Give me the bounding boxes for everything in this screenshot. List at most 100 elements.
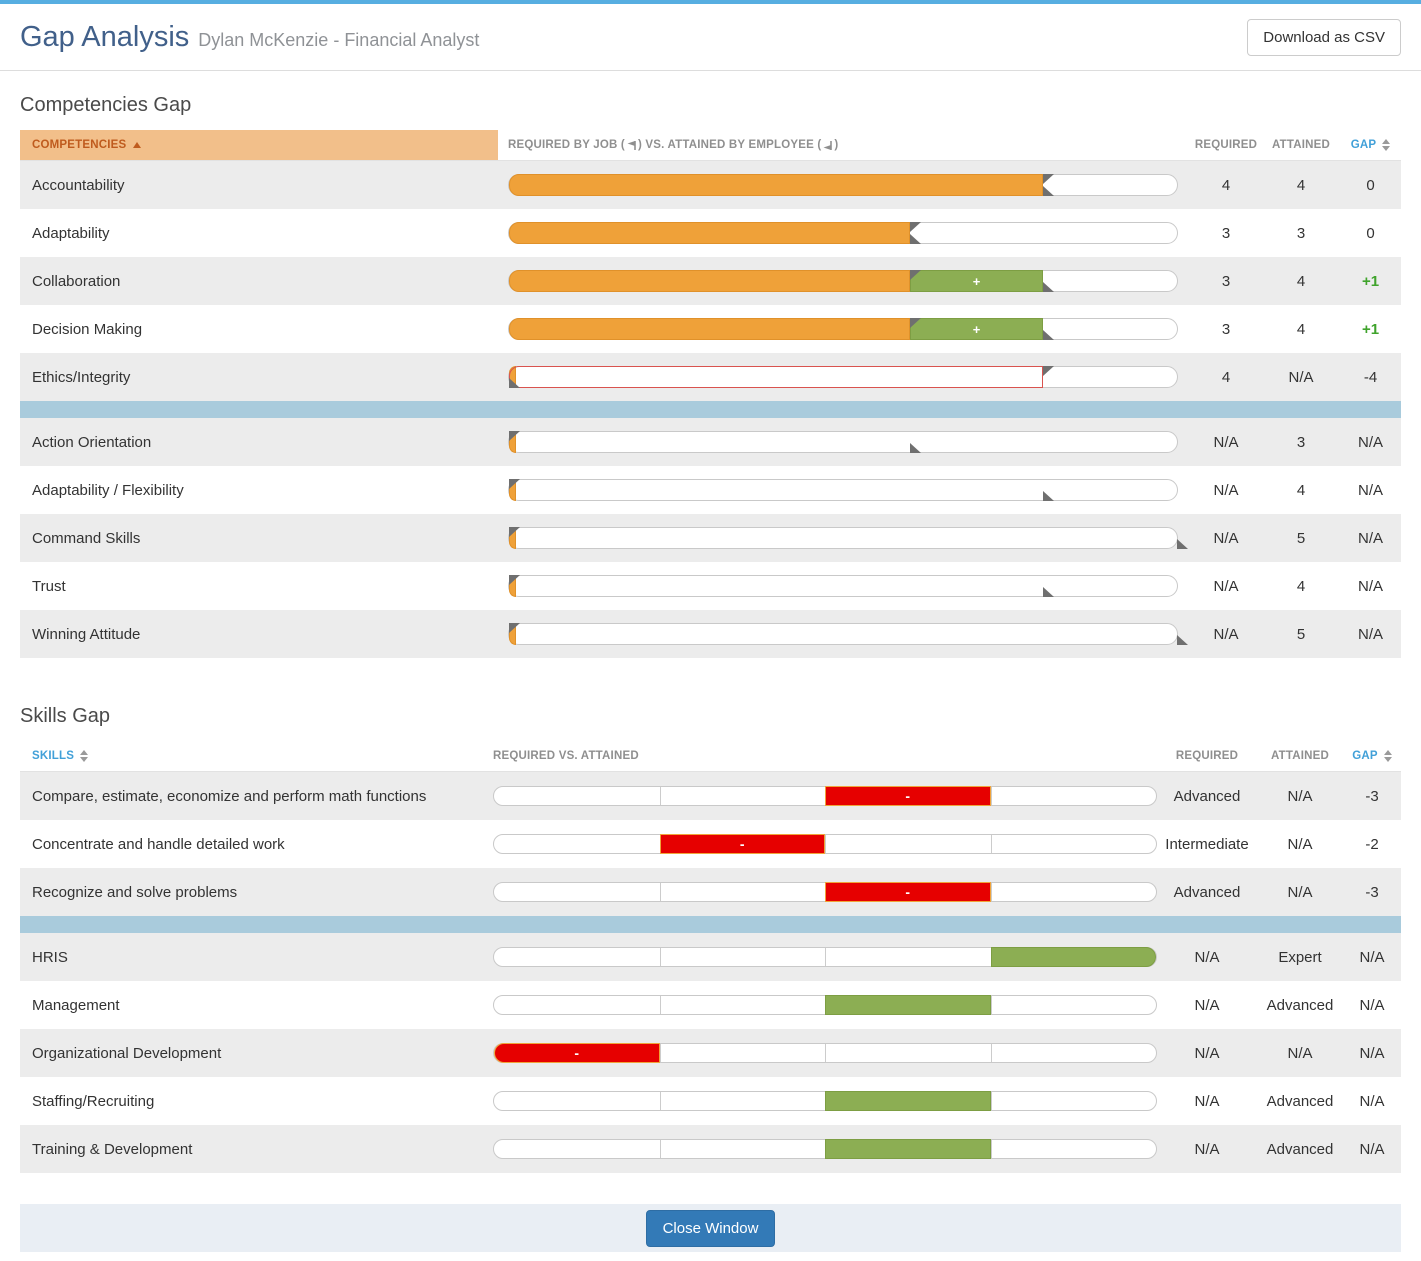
attained-marker-icon [909, 443, 921, 453]
attained-value: Advanced [1266, 996, 1334, 1014]
attained-value: Advanced [1266, 1140, 1334, 1158]
skill-row: Concentrate and handle detailed work - Int… [20, 820, 1401, 868]
skill-bar-cell: - [493, 882, 1157, 902]
required-fill [509, 318, 910, 340]
gap-value: N/A [1359, 948, 1385, 966]
attained-column-header: ATTAINED [1270, 750, 1330, 762]
required-value: Advanced [1173, 787, 1241, 805]
quarter-divider [825, 948, 826, 966]
skill-name: Compare, estimate, economize and perform… [32, 787, 427, 805]
competency-row: Collaboration +3 4 +1 [20, 257, 1401, 305]
attained-marker-icon [1177, 539, 1188, 549]
required-value: N/A [1213, 625, 1239, 643]
skill-row: Training & Development N/A Advanced N/A [20, 1125, 1401, 1173]
competency-bar [508, 222, 1178, 244]
required-value: N/A [1213, 529, 1239, 547]
required-value: N/A [1194, 948, 1220, 966]
gap-value: +1 [1361, 272, 1380, 290]
gap-value: N/A [1357, 481, 1383, 499]
attained-marker-icon [909, 234, 921, 244]
skill-bar-cell [493, 947, 1157, 967]
competency-name: Command Skills [32, 529, 141, 547]
competencies-section-title: Competencies Gap [20, 94, 192, 116]
deficit-block: - [659, 834, 825, 854]
skills-sort-header[interactable]: SKILLS [20, 741, 493, 771]
required-value: N/A [1194, 996, 1220, 1014]
competency-bar-cell [498, 527, 1190, 549]
competency-row: Trust N/A 4 N/A [20, 562, 1401, 610]
quarter-divider [659, 1044, 661, 1062]
skill-level-bar [493, 947, 1157, 967]
required-value: N/A [1213, 481, 1239, 499]
skill-bar-cell: - [493, 834, 1157, 854]
gap-value: +1 [1361, 320, 1380, 338]
gap-value: -2 [1365, 835, 1379, 853]
required-value: N/A [1213, 433, 1239, 451]
gap-value: N/A [1357, 529, 1383, 547]
required-column-header: REQUIRED [1194, 139, 1258, 151]
competency-name: Ethics/Integrity [32, 368, 131, 386]
skills-table-header: SKILLS REQUIRED VS. ATTAINED REQUIRED AT… [20, 741, 1401, 772]
skill-level-bar: - [493, 834, 1157, 854]
title-block: Gap Analysis Dylan McKenzie - Financial A… [20, 21, 479, 54]
attained-value: 4 [1296, 481, 1306, 499]
gap-sort-header[interactable]: GAP [1340, 130, 1401, 160]
skill-row: Organizational Development - N/A N/A N/A [20, 1029, 1401, 1077]
surplus-block [990, 947, 1156, 967]
skills-bars-header: REQUIRED VS. ATTAINED [493, 750, 639, 762]
competency-row: Ethics/Integrity 4 N/A -4 [20, 353, 1401, 401]
gap-value: N/A [1357, 625, 1383, 643]
required-value: N/A [1213, 577, 1239, 595]
skill-row: Staffing/Recruiting N/A Advanced N/A [20, 1077, 1401, 1125]
sort-both-icon [80, 750, 89, 762]
attained-marker-icon [1043, 587, 1055, 597]
competencies-sort-header[interactable]: COMPETENCIES [20, 130, 498, 160]
competency-name: Adaptability [32, 224, 110, 242]
gap-value: -3 [1365, 883, 1379, 901]
required-marker-icon [509, 575, 520, 585]
quarter-divider [659, 883, 661, 901]
required-value: 4 [1221, 368, 1231, 386]
required-fill [509, 174, 1044, 196]
page-footer: Close Window [20, 1204, 1401, 1252]
top-accent-bar [0, 0, 1421, 4]
competency-bar-cell [498, 174, 1190, 196]
close-window-button[interactable]: Close Window [645, 1209, 776, 1247]
attained-marker-icon [1043, 282, 1055, 292]
competency-bar-cell: + [498, 318, 1190, 340]
competency-bar [508, 623, 1188, 645]
competency-row: Accountability 4 4 0 [20, 161, 1401, 209]
quarter-divider [990, 787, 992, 805]
competency-name: Decision Making [32, 320, 143, 338]
competency-bar: + [508, 270, 1178, 292]
required-marker-icon [509, 623, 520, 633]
attained-column-header: ATTAINED [1271, 139, 1331, 151]
download-csv-button[interactable]: Download as CSV [1247, 19, 1401, 56]
required-marker-icon [1043, 366, 1055, 376]
competency-row: Adaptability / Flexibility N/A 4 N/A [20, 466, 1401, 514]
required-value: Advanced [1173, 883, 1241, 901]
skill-level-bar: - [493, 786, 1157, 806]
competencies-table-body: Accountability 4 4 0 Adaptability 3 3 0 Collabor… [20, 161, 1401, 658]
competency-row: Command Skills N/A 5 N/A [20, 514, 1401, 562]
required-marker-icon [509, 527, 520, 537]
quarter-divider [659, 1140, 661, 1158]
surplus-segment: + [909, 318, 1044, 340]
deficit-outline [509, 366, 1044, 388]
skill-bar-cell [493, 1091, 1157, 1111]
skill-level-bar [493, 1139, 1157, 1159]
attained-value: 4 [1296, 176, 1306, 194]
required-value: 3 [1221, 224, 1231, 242]
gap-value: 0 [1366, 176, 1375, 194]
page-title: Gap Analysis [20, 21, 190, 53]
attained-marker-icon [509, 378, 520, 388]
gap-value: -3 [1365, 787, 1379, 805]
skill-name: Staffing/Recruiting [32, 1092, 155, 1110]
competency-row: Decision Making +3 4 +1 [20, 305, 1401, 353]
competency-bar [508, 366, 1178, 388]
skill-row: HRIS N/A Expert N/A [20, 933, 1401, 981]
gap-sort-header[interactable]: GAP [1343, 741, 1401, 771]
competency-bar [508, 431, 1178, 453]
surplus-block [825, 1139, 991, 1159]
required-value: 3 [1221, 272, 1231, 290]
